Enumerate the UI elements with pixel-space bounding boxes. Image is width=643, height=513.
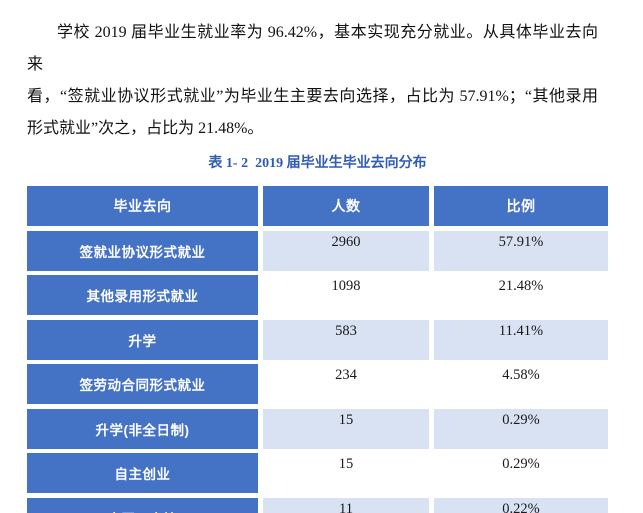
count-cell: 1098	[331, 278, 361, 294]
row-label: 签就业协议形式就业	[27, 230, 258, 271]
ratio-cell: 0.22%	[434, 497, 608, 513]
row-label: 出国、出境	[27, 497, 258, 513]
ratio-cell: 57.91%	[434, 230, 608, 271]
paragraph-line: 形式就业”次之，占比为 21.48%。	[27, 120, 264, 137]
row-label: 自主创业	[27, 453, 258, 493]
column-header-destination: 毕业去向	[27, 186, 258, 226]
count-cell: 15	[263, 408, 429, 449]
column-header-ratio: 比例	[434, 186, 608, 226]
ratio-cell: 11.41%	[434, 319, 608, 360]
graduate-destination-table: 毕业去向 人数 比例 签就业协议形式就业 2960 57.91% 其他录用形式就…	[27, 186, 608, 513]
paragraph-line: 看，“签就业协议形式就业”为毕业生主要去向选择，占比为 57.91%；“其他录用	[27, 88, 598, 105]
body-paragraph: 学校 2019 届毕业生就业率为 96.42%，基本实现充分就业。从具体毕业去向…	[27, 17, 598, 145]
count-cell: 2960	[263, 230, 429, 271]
ratio-cell: 21.48%	[498, 278, 544, 294]
row-label: 其他录用形式就业	[27, 275, 258, 315]
ratio-cell: 0.29%	[434, 408, 608, 449]
row-label: 签劳动合同形式就业	[27, 364, 258, 404]
count-cell: 234	[335, 367, 357, 383]
column-header-count: 人数	[263, 186, 429, 226]
ratio-cell: 4.58%	[502, 367, 540, 383]
row-label: 升学(非全日制)	[27, 408, 258, 449]
row-label: 升学	[27, 319, 258, 360]
ratio-cell: 0.29%	[502, 456, 540, 472]
count-cell: 15	[338, 456, 354, 472]
count-cell: 583	[263, 319, 429, 360]
paragraph-line: 学校 2019 届毕业生就业率为 96.42%，基本实现充分就业。从具体毕业去向…	[27, 24, 598, 73]
count-cell: 11	[263, 497, 429, 513]
table-caption: 表 1- 2 2019 届毕业生毕业去向分布	[208, 156, 427, 171]
